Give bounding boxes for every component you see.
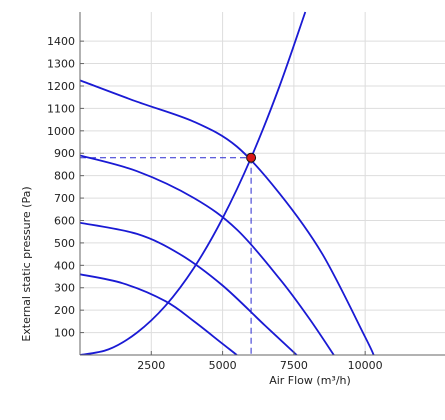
y-tick-label-7: 800 <box>54 170 75 183</box>
y-tick-label-13: 1400 <box>47 35 75 48</box>
grid-lines <box>80 12 445 355</box>
curve-2 <box>80 154 335 355</box>
x-tick-label-0: 2500 <box>137 359 165 372</box>
x-tick-labels: 2500 5000 7500 10000 <box>137 351 383 372</box>
y-tick-label-11: 1200 <box>47 80 75 93</box>
y-tick-label-1: 200 <box>54 304 75 317</box>
y-tick-labels: 100 200 300 400 500 600 700 800 900 1000 1100 1200 1… <box>47 35 84 340</box>
y-tick-label-8: 900 <box>54 147 75 160</box>
y-tick-label-2: 300 <box>54 282 75 295</box>
y-tick-label-4: 500 <box>54 237 75 250</box>
curve-4 <box>80 273 238 355</box>
x-tick-label-1: 5000 <box>209 359 237 372</box>
y-tick-label-9: 1000 <box>47 125 75 138</box>
y-tick-label-12: 1300 <box>47 58 75 71</box>
y-tick-label-5: 600 <box>54 214 75 227</box>
operating-point-group <box>246 152 257 163</box>
operating-point <box>246 152 257 163</box>
curve-3 <box>80 221 298 355</box>
y-tick-label-10: 1100 <box>47 102 75 115</box>
y-tick-label-6: 700 <box>54 192 75 205</box>
y-tick-label-0: 100 <box>54 327 75 340</box>
curve-1 <box>80 79 375 355</box>
x-axis-label: Air Flow (m³/h) <box>269 374 351 387</box>
axes <box>79 12 445 356</box>
curve-5 <box>80 11 307 355</box>
y-tick-label-3: 400 <box>54 259 75 272</box>
y-axis-label: External static pressure (Pa) <box>20 186 33 341</box>
x-tick-label-2: 7500 <box>280 359 308 372</box>
x-tick-label-3: 10000 <box>348 359 383 372</box>
curves-group <box>80 11 375 355</box>
operating-point-guides <box>80 157 252 355</box>
